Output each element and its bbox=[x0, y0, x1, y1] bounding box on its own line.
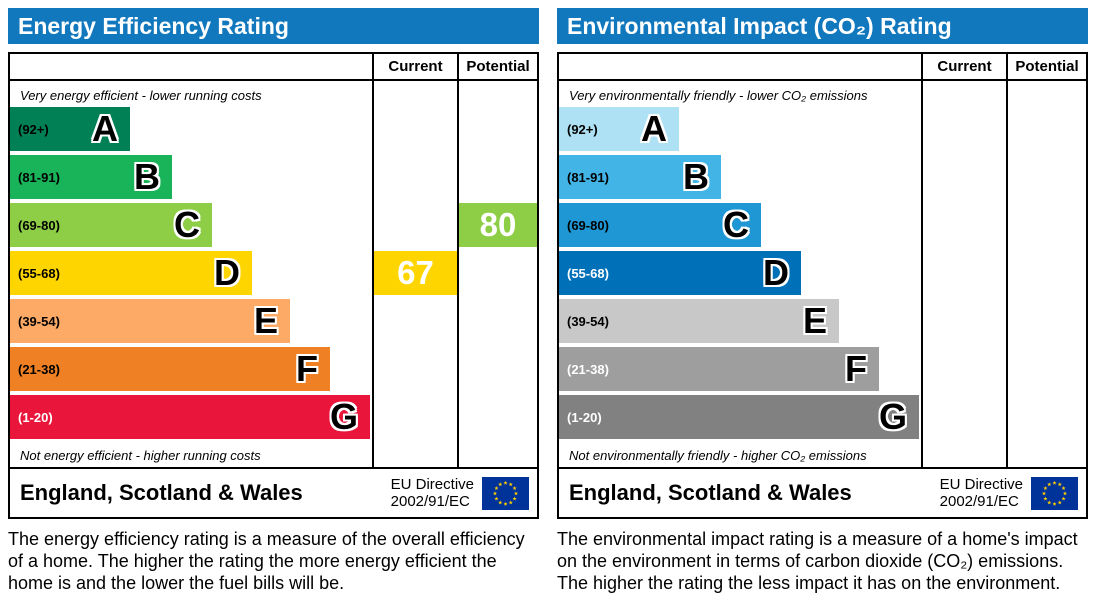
chart-footer: England, Scotland & Wales EU Directive 2… bbox=[557, 467, 1088, 519]
band-range-label: (39-54) bbox=[18, 313, 60, 329]
band-range-label: (69-80) bbox=[18, 217, 60, 233]
potential-column bbox=[1006, 81, 1086, 467]
potential-column-header: Potential bbox=[1006, 54, 1086, 79]
band-range-label: (1-20) bbox=[18, 409, 53, 425]
band-letter: G bbox=[329, 396, 358, 437]
panel-description: The environmental impact rating is a mea… bbox=[557, 529, 1078, 593]
rating-band-f: (21-38) F bbox=[10, 347, 330, 391]
rating-band-b: (81-91) B bbox=[559, 155, 721, 199]
band-range-label: (55-68) bbox=[567, 265, 609, 281]
eu-flag-icon bbox=[482, 476, 529, 510]
band-range-label: (92+) bbox=[18, 121, 49, 137]
bottom-note: Not environmentally friendly - higher CO… bbox=[569, 448, 867, 463]
band-range-label: (92+) bbox=[567, 121, 598, 137]
columns-header: Current Potential bbox=[559, 54, 1086, 81]
current-column bbox=[921, 81, 1006, 467]
bottom-note: Not energy efficient - higher running co… bbox=[20, 448, 261, 463]
band-letter: D bbox=[763, 252, 789, 293]
band-letter: C bbox=[174, 204, 200, 245]
rating-band-f: (21-38) F bbox=[559, 347, 879, 391]
eu-directive-label: EU Directive 2002/91/EC bbox=[390, 475, 474, 510]
environmental-rating-chart: Current Potential Very environmentally f… bbox=[557, 52, 1088, 469]
band-letter: F bbox=[845, 348, 867, 389]
potential-rating-value: 80 bbox=[459, 203, 537, 247]
band-letter: F bbox=[296, 348, 318, 389]
top-note: Very environmentally friendly - lower CO… bbox=[569, 88, 868, 103]
potential-column-header: Potential bbox=[457, 54, 537, 79]
environmental-impact-panel: Environmental Impact (CO₂) Rating Curren… bbox=[557, 8, 1088, 595]
columns-header: Current Potential bbox=[10, 54, 537, 81]
band-letter: E bbox=[802, 300, 827, 341]
rating-band-c: (69-80) C bbox=[10, 203, 212, 247]
eu-flag-icon bbox=[1031, 476, 1078, 510]
band-range-label: (1-20) bbox=[567, 409, 602, 425]
band-range-label: (81-91) bbox=[18, 169, 60, 185]
current-column-header: Current bbox=[921, 54, 1006, 79]
band-letter: G bbox=[878, 396, 907, 437]
energy-rating-chart: Current Potential Very energy efficient … bbox=[8, 52, 539, 469]
rating-band-a: (92+) A bbox=[10, 107, 130, 151]
current-column: 67 bbox=[372, 81, 457, 467]
rating-bands: Very environmentally friendly - lower CO… bbox=[559, 81, 921, 467]
band-letter: E bbox=[253, 300, 278, 341]
band-range-label: (21-38) bbox=[18, 361, 60, 377]
rating-band-g: (1-20) G bbox=[559, 395, 919, 439]
band-letter: A bbox=[92, 108, 118, 149]
panel-title: Energy Efficiency Rating bbox=[8, 8, 539, 44]
rating-band-e: (39-54) E bbox=[559, 299, 839, 343]
rating-band-d: (55-68) D bbox=[10, 251, 252, 295]
panel-title: Environmental Impact (CO₂) Rating bbox=[557, 8, 1088, 44]
rating-band-e: (39-54) E bbox=[10, 299, 290, 343]
energy-efficiency-panel: Energy Efficiency Rating Current Potenti… bbox=[8, 8, 539, 595]
band-range-label: (21-38) bbox=[567, 361, 609, 377]
current-column-header: Current bbox=[372, 54, 457, 79]
rating-band-a: (92+) A bbox=[559, 107, 679, 151]
footer-region-label: England, Scotland & Wales bbox=[20, 480, 303, 505]
band-letter: D bbox=[214, 252, 240, 293]
footer-region-label: England, Scotland & Wales bbox=[569, 480, 852, 505]
band-letter: A bbox=[641, 108, 667, 149]
epc-charts: Energy Efficiency Rating Current Potenti… bbox=[8, 8, 1088, 595]
panel-description: The energy efficiency rating is a measur… bbox=[8, 529, 525, 593]
band-range-label: (69-80) bbox=[567, 217, 609, 233]
rating-band-d: (55-68) D bbox=[559, 251, 801, 295]
band-range-label: (81-91) bbox=[567, 169, 609, 185]
band-letter: B bbox=[134, 156, 160, 197]
potential-column: 80 bbox=[457, 81, 537, 467]
band-range-label: (55-68) bbox=[18, 265, 60, 281]
rating-bands: Very energy efficient - lower running co… bbox=[10, 81, 372, 467]
eu-directive-label: EU Directive 2002/91/EC bbox=[939, 475, 1023, 510]
band-letter: B bbox=[683, 156, 709, 197]
band-range-label: (39-54) bbox=[567, 313, 609, 329]
bands-column-header bbox=[10, 54, 372, 79]
band-letter: C bbox=[723, 204, 749, 245]
rating-band-b: (81-91) B bbox=[10, 155, 172, 199]
rating-band-c: (69-80) C bbox=[559, 203, 761, 247]
chart-footer: England, Scotland & Wales EU Directive 2… bbox=[8, 467, 539, 519]
rating-band-g: (1-20) G bbox=[10, 395, 370, 439]
bands-column-header bbox=[559, 54, 921, 79]
top-note: Very energy efficient - lower running co… bbox=[20, 88, 262, 103]
current-rating-value: 67 bbox=[374, 251, 457, 295]
